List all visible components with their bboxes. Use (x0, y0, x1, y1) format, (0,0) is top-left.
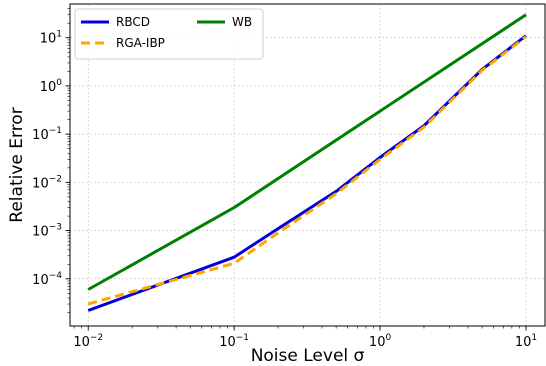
x-axis-label: Noise Level σ (251, 346, 365, 366)
y-tick-label: 101 (40, 30, 62, 47)
y-tick-label: 100 (40, 78, 63, 95)
y-tick-label: 10−3 (32, 223, 62, 240)
x-tick-label: 101 (515, 333, 537, 350)
x-tick-label: 10−2 (73, 333, 103, 350)
series-line-rbcd (87, 34, 527, 312)
plot-frame (69, 3, 546, 327)
y-tick-label: 10−1 (32, 126, 62, 143)
x-tick-label: 10−1 (219, 333, 249, 350)
y-axis-label: Relative Error (7, 107, 27, 222)
series-line-rga-ibp (87, 35, 527, 306)
legend-label-wb: WB (232, 15, 252, 29)
series-layer (87, 13, 527, 312)
legend-label-rbcd: RBCD (116, 15, 150, 29)
legend: RBCD RGA-IBP WB (74, 8, 264, 60)
legend-label-rga-ibp: RGA-IBP (116, 36, 165, 50)
y-tick-label: 10−2 (32, 174, 62, 191)
y-tick-label: 10−4 (32, 271, 62, 288)
x-tick-label: 100 (369, 333, 392, 350)
series-line-wb (87, 13, 527, 291)
y-axis-ticks: 10−4 10−3 10−2 10−1 100 101 (32, 8, 70, 313)
